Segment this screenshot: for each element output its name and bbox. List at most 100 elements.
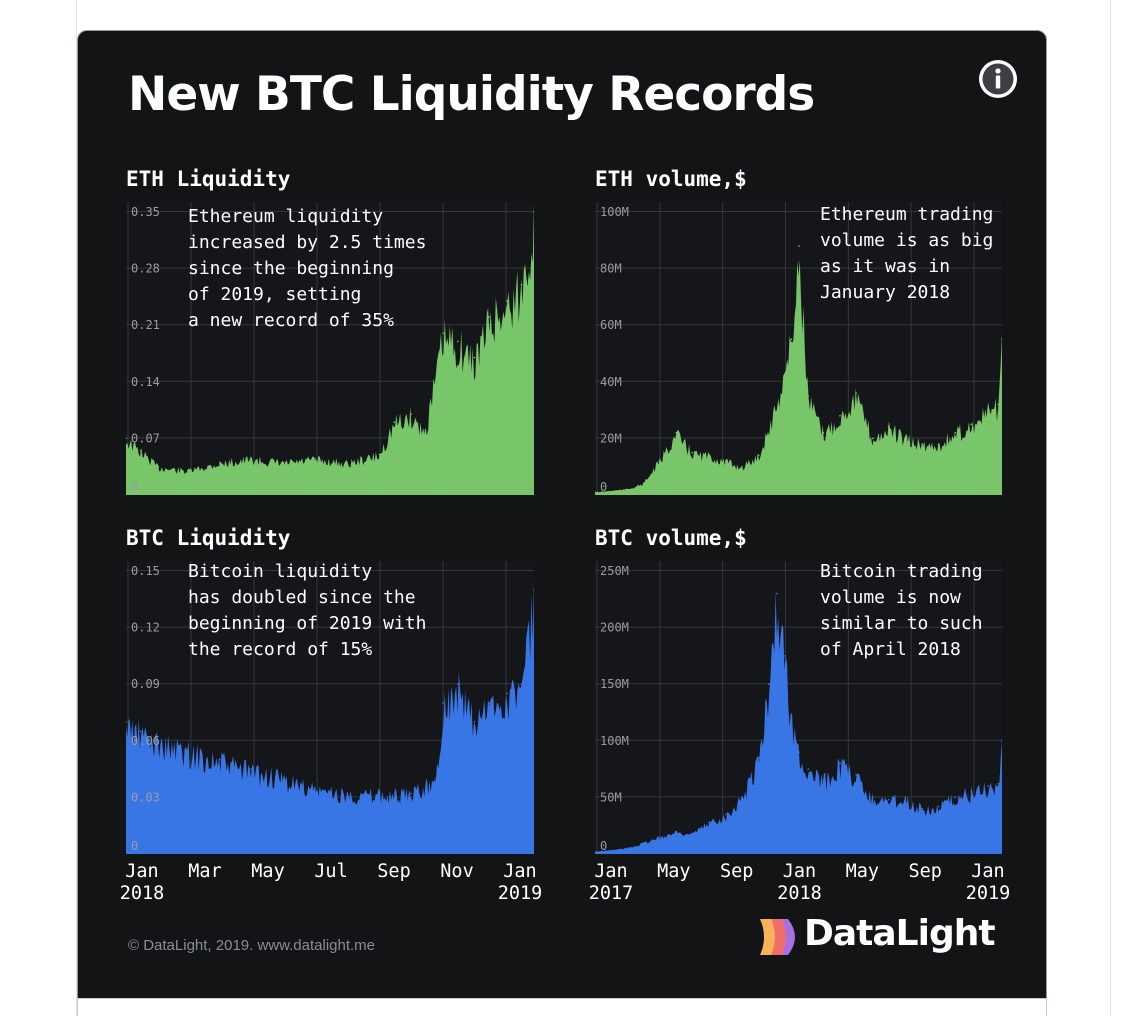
data-point-13: [807, 395, 809, 397]
data-point-27: [1001, 740, 1002, 742]
data-point-2: [658, 836, 661, 838]
data-point-0: [126, 437, 127, 440]
eth-volume-title: ETH volume,$: [595, 167, 747, 191]
data-point-3: [186, 749, 189, 751]
data-point-14: [822, 431, 825, 434]
data-point-23: [970, 423, 973, 426]
logo-text: DataLight: [804, 913, 996, 954]
x-tick-label: May: [657, 861, 691, 882]
bottom-strip: [77, 998, 1047, 1016]
y-tick-label: 250M: [600, 564, 629, 578]
eth-liquidity-chart: 0 0.07 0.14 0.21 0.28 0.35: [126, 202, 534, 495]
data-point-11: [790, 338, 793, 341]
data-point-2: [642, 482, 645, 485]
eth-volume-annotation: Ethereum trading volume is as big as it …: [820, 204, 994, 303]
data-point-10: [774, 409, 776, 411]
eth-liquidity-title: ETH Liquidity: [126, 167, 291, 191]
data-point-3: [186, 469, 189, 472]
data-point-15: [473, 356, 476, 359]
data-point-4: [219, 461, 221, 464]
data-point-25: [987, 785, 989, 787]
data-point-18: [533, 589, 534, 591]
y-tick-label: 0: [131, 480, 138, 494]
data-point-26: [1001, 338, 1002, 341]
data-point-17: [855, 774, 857, 776]
data-point-10: [393, 421, 396, 423]
x-tick-label: Jul: [314, 861, 348, 882]
data-point-3: [658, 460, 661, 462]
data-point-20: [904, 796, 907, 799]
x-tick-label: Jan 2018: [777, 861, 822, 904]
data-point-3: [675, 830, 678, 833]
data-point-14: [473, 721, 476, 723]
data-point-1: [139, 730, 142, 733]
series-area: [126, 204, 534, 495]
x-tick-label: May: [251, 861, 285, 882]
data-point-8: [346, 461, 348, 464]
btc-liquidity-title: BTC Liquidity: [126, 526, 291, 550]
data-point-0: [595, 491, 596, 493]
data-point-7: [741, 796, 743, 799]
data-point-4: [219, 758, 221, 761]
data-point-8: [741, 465, 743, 468]
data-point-11: [435, 777, 437, 780]
y-tick-label: 100M: [600, 734, 629, 748]
y-tick-label: 0.35: [131, 205, 160, 219]
data-point-24: [987, 409, 989, 411]
data-point-8: [346, 792, 348, 795]
data-point-17: [872, 437, 874, 440]
data-point-1: [626, 488, 628, 491]
data-point-26: [997, 783, 999, 785]
series-area: [595, 260, 1002, 495]
y-tick-label: 0: [600, 480, 607, 494]
data-point-10: [410, 792, 412, 795]
x-tick-label: May: [845, 861, 880, 882]
data-point-18: [520, 284, 523, 286]
y-tick-label: 0.06: [131, 734, 160, 748]
y-tick-label: 0.03: [131, 790, 160, 804]
datalight-logo[interactable]: DataLight: [758, 911, 1018, 961]
y-tick-label: 40M: [600, 375, 622, 389]
data-point-12: [790, 717, 793, 719]
data-point-5: [708, 821, 710, 824]
data-point-11: [410, 413, 412, 415]
data-point-7: [314, 457, 316, 460]
series-area: [126, 583, 534, 854]
data-point-1: [626, 847, 628, 850]
x-tick-label: Jan 2019: [965, 861, 1011, 904]
data-point-13: [798, 751, 800, 753]
y-tick-label: 100M: [600, 205, 629, 219]
y-tick-label: 0.09: [131, 677, 160, 691]
data-point-24: [970, 790, 973, 793]
data-point-23: [954, 796, 956, 799]
data-point-17: [506, 300, 508, 302]
copyright-text: © DataLight, 2019. www.datalight.me: [128, 937, 376, 954]
data-point-19: [904, 437, 907, 440]
data-point-7: [314, 787, 316, 789]
y-tick-label: 0.15: [131, 564, 160, 578]
data-point-21: [937, 443, 940, 445]
btc-volume-chart: 0 50M 100M 150M 200M 250M: [595, 561, 1002, 854]
x-tick-label: Jan 2018: [119, 861, 165, 904]
data-point-16: [839, 762, 841, 765]
data-point-22: [937, 805, 940, 808]
data-point-19: [533, 211, 534, 213]
data-point-13: [457, 683, 459, 685]
data-point-9: [378, 453, 381, 456]
data-point-6: [725, 813, 727, 816]
data-point-0: [595, 850, 596, 853]
y-tick-label: 0.12: [131, 621, 160, 635]
data-point-22: [954, 431, 956, 434]
data-point-10: [776, 592, 778, 595]
data-point-15: [488, 702, 490, 704]
series-area: [595, 590, 1002, 854]
info-icon[interactable]: [977, 58, 1019, 100]
x-tick-label: Jan 2019: [497, 861, 543, 904]
btc-liquidity-chart: 0 0.03 0.06 0.09 0.12 0.15: [126, 561, 534, 854]
page-title: New BTC Liquidity Records: [128, 67, 815, 122]
data-point-6: [282, 777, 285, 780]
datalight-logo-icon: [760, 919, 795, 955]
y-tick-label: 0.21: [131, 318, 160, 332]
data-point-16: [855, 392, 857, 394]
data-point-9: [768, 683, 770, 685]
